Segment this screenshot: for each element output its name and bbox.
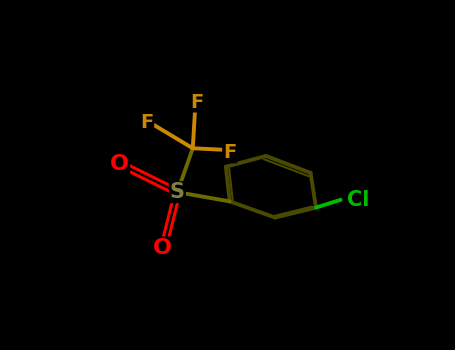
Text: F: F — [223, 144, 236, 162]
Text: F: F — [190, 92, 203, 112]
Text: S: S — [170, 182, 185, 202]
Text: O: O — [110, 154, 129, 174]
Text: Cl: Cl — [347, 190, 369, 210]
Text: F: F — [140, 113, 153, 132]
Text: O: O — [152, 238, 172, 258]
